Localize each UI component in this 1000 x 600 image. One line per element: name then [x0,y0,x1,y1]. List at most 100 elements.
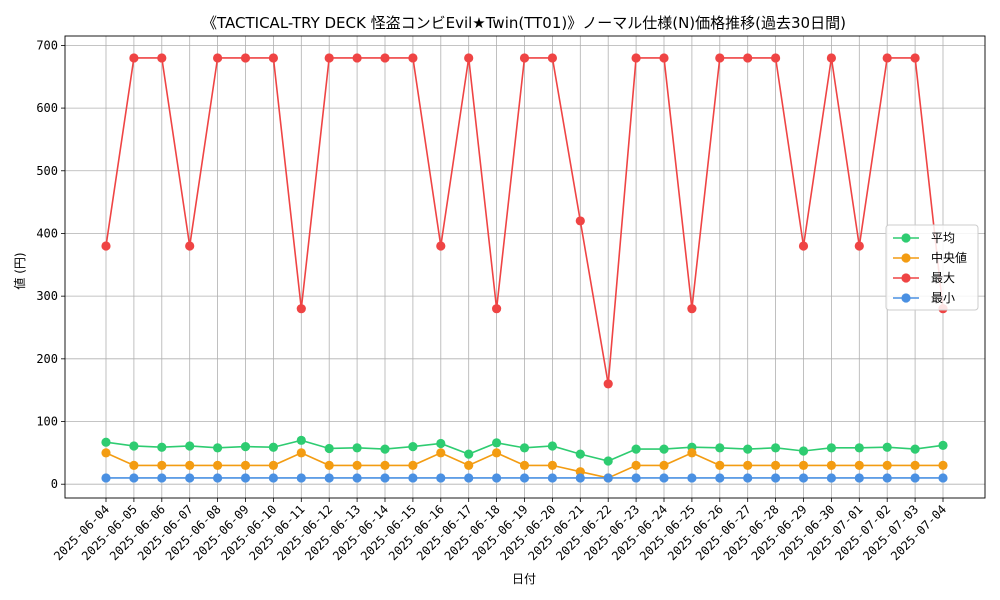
data-point [519,460,530,471]
data-point [352,473,362,483]
data-point [464,473,474,483]
data-point [603,379,613,389]
chart-title: 《TACTICAL-TRY DECK 怪盗コンビEvil★Twin(TT01)》… [202,14,846,32]
data-point [101,448,111,458]
y-tick-label: 600 [36,101,58,115]
data-point [854,241,864,251]
data-point [129,53,139,63]
data-point [882,460,892,471]
data-point [715,473,725,483]
data-point [352,53,362,63]
series-中央値 [101,448,948,483]
data-point [771,460,781,471]
data-point [352,460,362,471]
data-point [687,473,697,483]
data-point [380,460,390,471]
data-point [519,53,530,63]
data-point [213,460,223,471]
data-point [798,473,809,483]
data-point [240,460,251,471]
data-point [826,473,837,483]
data-point [547,473,558,483]
data-point [631,444,641,454]
data-point [492,438,502,448]
data-point [213,473,223,483]
data-point [743,460,753,471]
legend-swatch-marker [901,293,911,303]
legend-label: 最小 [931,291,955,305]
data-point [464,449,474,459]
data-point [157,53,167,63]
y-tick-label: 200 [36,352,58,366]
data-point [743,473,753,483]
series-最小 [101,473,948,483]
data-point [464,460,474,471]
data-point [519,473,530,483]
data-point [659,460,669,471]
data-point [910,460,920,471]
data-point [157,442,167,452]
data-point [826,53,837,63]
data-point [101,241,111,251]
data-point [771,443,781,453]
data-point [798,446,809,456]
data-point [185,460,195,471]
data-point [101,473,111,483]
data-point [743,53,753,63]
data-point [240,53,251,63]
data-point [687,448,697,458]
data-point [798,460,809,471]
legend-label: 平均 [931,231,955,245]
data-point [296,435,306,445]
data-point [129,460,139,471]
data-point [268,473,278,483]
data-point [240,473,251,483]
data-point [324,53,334,63]
y-tick-label: 300 [36,289,58,303]
data-point [408,441,418,452]
data-point [296,304,306,314]
data-point [352,443,362,453]
data-point [268,442,278,452]
data-point [715,443,725,453]
data-point [715,53,725,63]
data-point [408,473,418,483]
data-point [575,473,585,483]
data-point [575,449,585,459]
data-point [826,443,837,453]
data-point [296,448,306,458]
data-point [129,473,139,483]
data-point [938,440,948,450]
data-point [185,473,195,483]
data-point [882,442,892,452]
data-point [910,473,920,483]
data-point [631,53,641,63]
data-point [380,53,390,63]
data-point [659,473,669,483]
data-point [157,460,167,471]
legend-swatch-marker [901,233,911,243]
data-point [492,304,502,314]
data-point [798,241,809,251]
data-point [324,443,334,454]
data-point [185,441,195,451]
data-point [938,473,948,483]
data-point [464,53,474,63]
data-point [687,304,697,314]
data-point [854,473,864,483]
data-point [492,473,502,483]
data-point [659,444,669,454]
data-point [715,460,725,471]
data-point [157,473,167,483]
data-point [882,53,892,63]
y-tick-label: 700 [36,38,58,52]
legend-swatch-marker [901,273,911,283]
legend-label: 中央値 [931,250,967,265]
data-point [185,241,195,251]
legend-swatch-marker [901,253,911,263]
data-point [436,241,446,251]
data-point [296,473,306,483]
data-point [408,53,418,63]
data-point [436,448,446,458]
series-平均 [101,435,948,466]
